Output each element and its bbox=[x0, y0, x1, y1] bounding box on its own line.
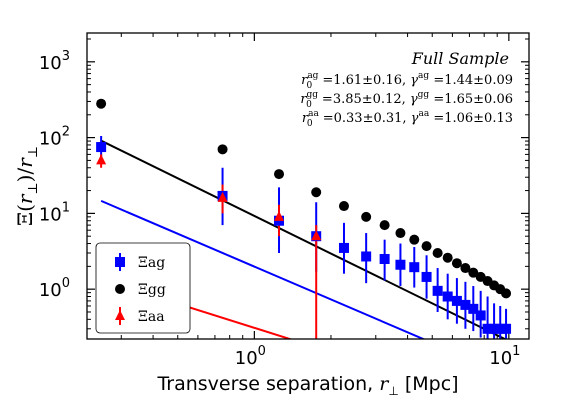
data-point-circle bbox=[501, 288, 512, 299]
annotation-title: Full Sample bbox=[411, 49, 509, 68]
data-point-triangle bbox=[274, 210, 285, 221]
data-point-circle bbox=[442, 252, 453, 263]
data-point-square bbox=[475, 310, 486, 321]
data-point-triangle bbox=[217, 191, 228, 202]
data-point-circle bbox=[274, 169, 285, 180]
y-tick-label: 103 bbox=[39, 49, 70, 74]
data-point-square bbox=[501, 323, 512, 334]
data-point-triangle bbox=[96, 154, 107, 165]
data-point-square bbox=[115, 257, 125, 267]
data-point-triangle bbox=[311, 230, 322, 241]
data-point-circle bbox=[379, 220, 390, 231]
y-axis-title: Ξ(r⊥)/r⊥ bbox=[13, 146, 41, 226]
fit-line bbox=[100, 139, 508, 339]
data-point-square bbox=[489, 323, 500, 334]
data-point-circle bbox=[115, 284, 125, 294]
y-tick-label: 100 bbox=[39, 276, 70, 301]
data-point-triangle bbox=[115, 310, 125, 320]
data-point-circle bbox=[409, 234, 420, 245]
annotation-line: raa 0 =0.33±0.31, γaa =1.06±0.13 bbox=[302, 109, 513, 129]
data-point-circle bbox=[311, 187, 322, 198]
markers bbox=[96, 98, 512, 334]
legend-label: Ξgg bbox=[138, 282, 166, 298]
data-point-square bbox=[482, 323, 493, 334]
data-point-square bbox=[338, 242, 349, 253]
data-point-square bbox=[460, 299, 471, 310]
major-ticks bbox=[87, 33, 529, 339]
legend-label: Ξag bbox=[138, 255, 165, 271]
data-point-circle bbox=[432, 248, 443, 259]
fit-annotation: Full Sample rag 0 =1.61±0.16, γag =1.44±0… bbox=[300, 49, 513, 129]
x-tick-label: 101 bbox=[489, 344, 520, 369]
data-point-square bbox=[409, 262, 420, 273]
y-tick-label: 101 bbox=[39, 200, 70, 225]
data-point-square bbox=[361, 251, 372, 262]
data-point-circle bbox=[395, 228, 406, 239]
x-axis-title: Transverse separation, r⊥ [Mpc] bbox=[156, 373, 458, 398]
data-point-circle bbox=[451, 258, 462, 269]
data-point-circle bbox=[361, 211, 372, 222]
legend-item: Ξgg bbox=[115, 282, 166, 298]
annotation-line: rag 0 =1.61±0.16, γag =1.44±0.09 bbox=[301, 71, 513, 91]
data-point-circle bbox=[217, 144, 228, 155]
data-point-square bbox=[468, 303, 479, 314]
data-point-square bbox=[421, 271, 432, 282]
annotation-line: rgg 0 =3.85±0.12, γgg =1.65±0.06 bbox=[300, 90, 513, 110]
x-tick-label: 100 bbox=[235, 344, 266, 369]
data-point-circle bbox=[96, 98, 107, 109]
data-point-circle bbox=[338, 201, 349, 212]
data-point-square bbox=[442, 291, 453, 302]
plot-frame bbox=[86, 32, 530, 340]
legend-item: Ξaa bbox=[115, 307, 165, 325]
fit-line bbox=[100, 199, 426, 339]
y-tick-label: 102 bbox=[39, 125, 70, 150]
data-point-square bbox=[379, 254, 390, 265]
legend-label: Ξaa bbox=[138, 309, 165, 325]
data-point-circle bbox=[460, 263, 471, 274]
minor-ticks bbox=[87, 33, 529, 339]
data-point-square bbox=[395, 259, 406, 270]
data-point-square bbox=[432, 285, 443, 296]
data-point-circle bbox=[421, 241, 432, 252]
legend: Ξag Ξgg Ξaa bbox=[95, 242, 191, 334]
tick-labels: 100 101 100 101 102 103 bbox=[39, 49, 521, 369]
legend-item: Ξag bbox=[115, 253, 165, 271]
data-point-square bbox=[96, 142, 107, 153]
data-point-square bbox=[451, 295, 462, 306]
svg-text:Ξ(r⊥)/r⊥: Ξ(r⊥)/r⊥ bbox=[13, 146, 41, 226]
data-point-circle bbox=[468, 267, 479, 278]
data-point-square bbox=[495, 323, 506, 334]
